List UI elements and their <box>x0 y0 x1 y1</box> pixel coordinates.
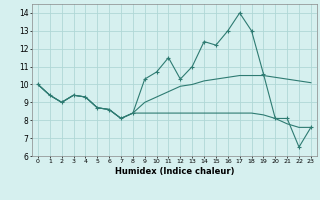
X-axis label: Humidex (Indice chaleur): Humidex (Indice chaleur) <box>115 167 234 176</box>
